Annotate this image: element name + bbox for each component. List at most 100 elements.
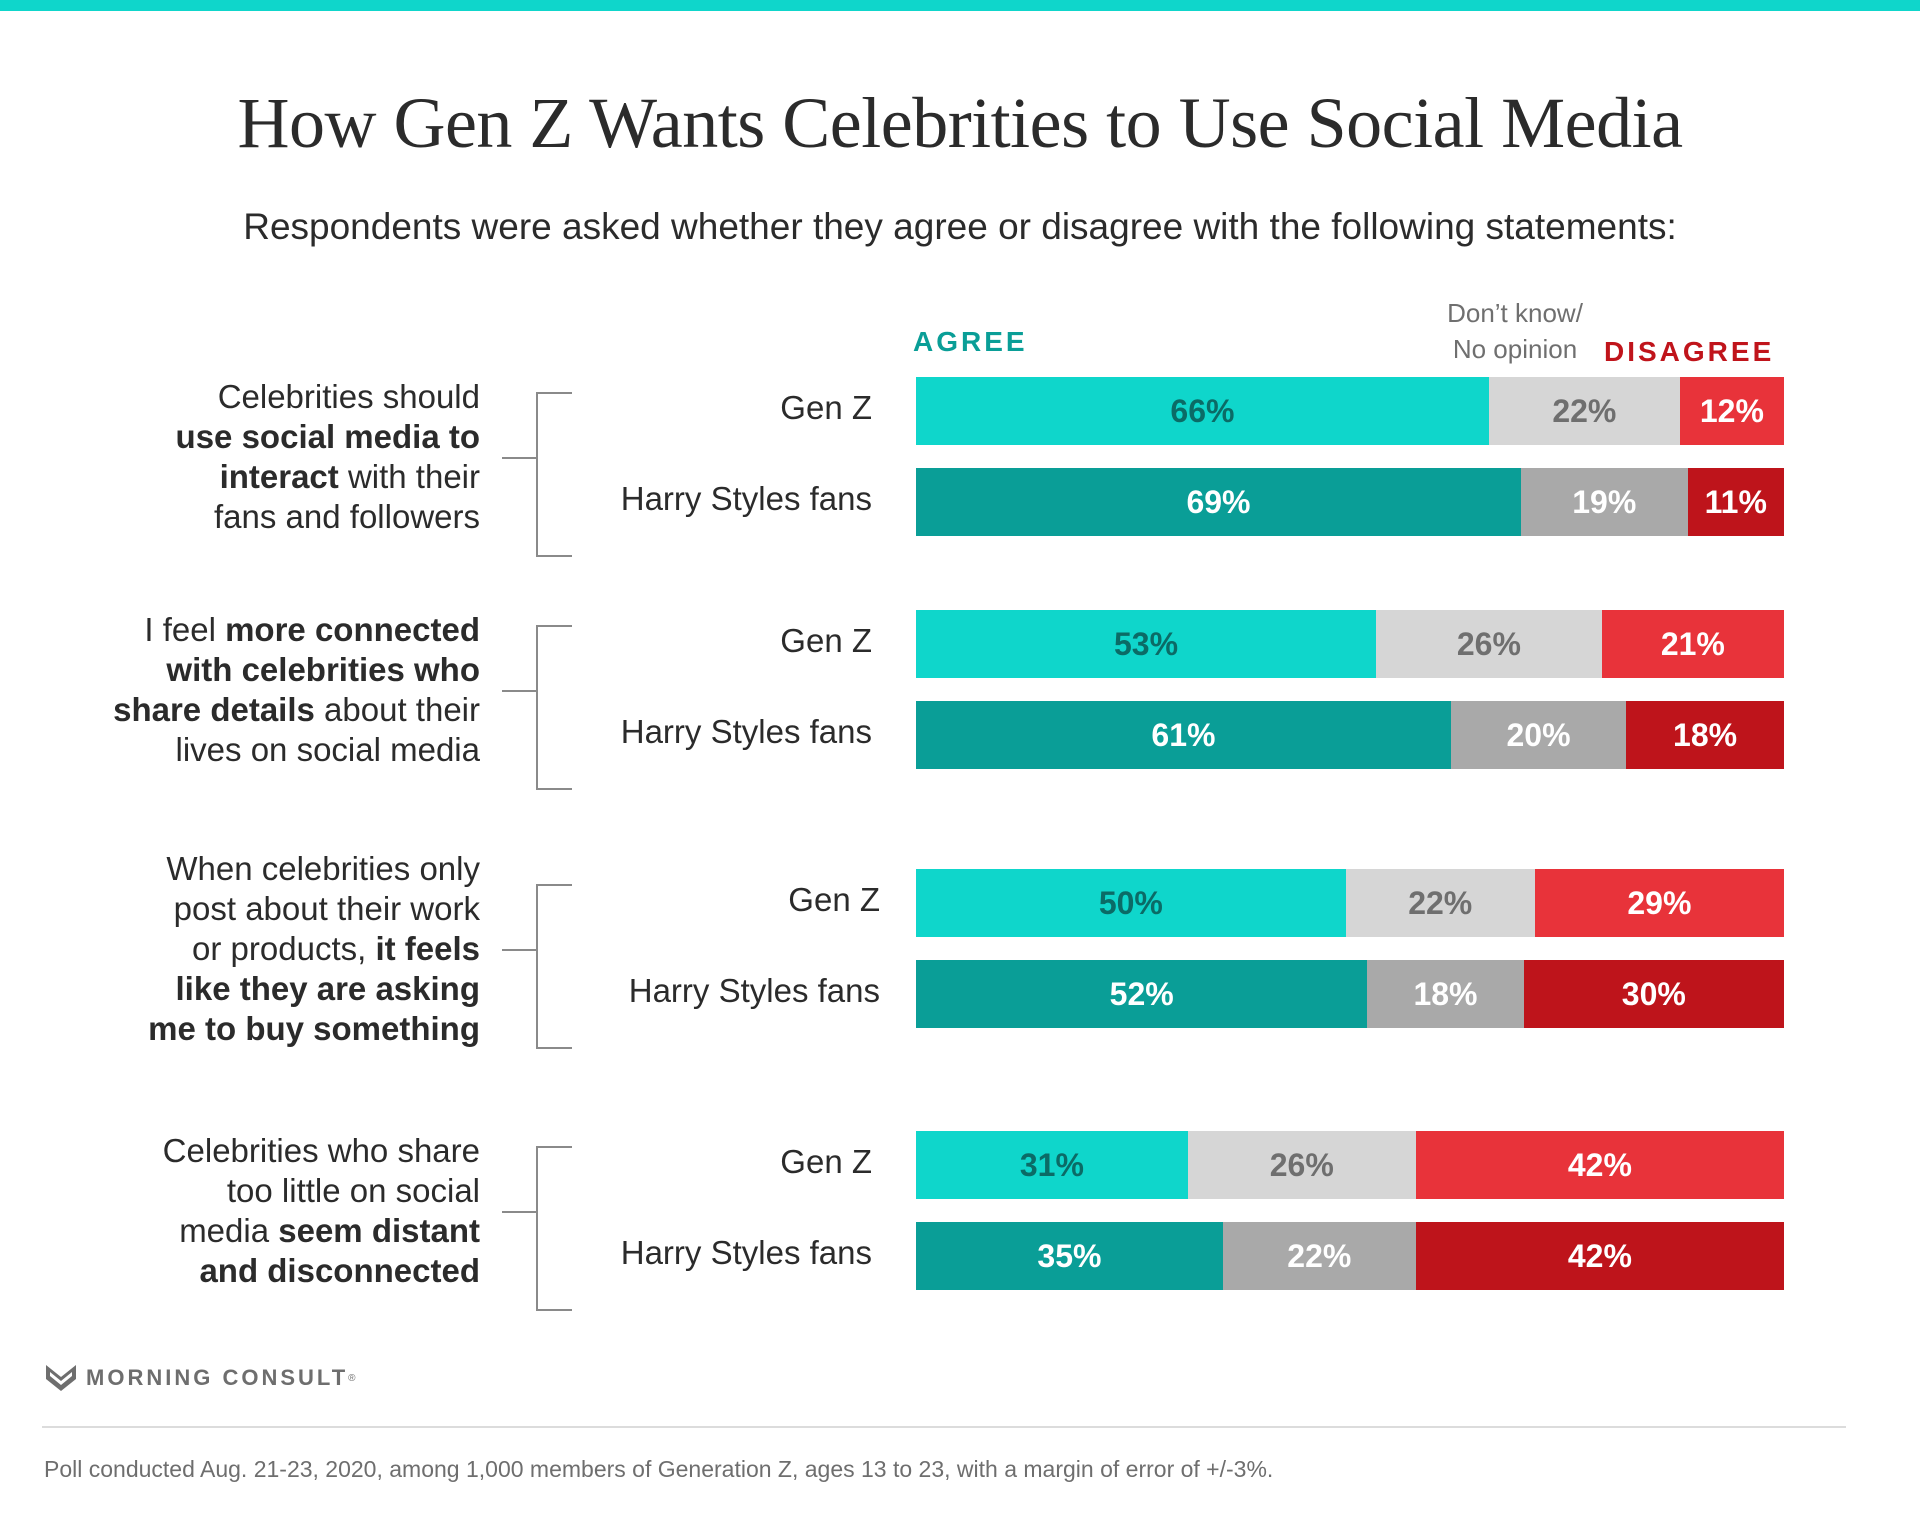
bar-segment-disagree: 42%	[1415, 1222, 1784, 1290]
statement-label: I feel more connected with celebrities wh…	[40, 610, 480, 770]
statement-line: When celebrities only	[40, 849, 480, 889]
bar-segment-no-opinion: 20%	[1450, 701, 1627, 769]
bar-value-label: 61%	[1151, 716, 1216, 753]
row-label-harry-styles-fans: Harry Styles fans	[620, 1234, 872, 1271]
bar-segment-no-opinion: 19%	[1520, 468, 1688, 536]
chart-subtitle: Respondents were asked whether they agre…	[243, 206, 1677, 247]
statement-text: with their	[338, 457, 480, 495]
statement-label: Celebrities who share too little on socia…	[40, 1131, 480, 1291]
stacked-bar: 52% 18% 30%	[916, 960, 1784, 1028]
row-label-harry-styles-fans: Harry Styles fans	[620, 713, 872, 750]
legend-agree: AGREE	[913, 326, 1028, 357]
bar-value-label: 19%	[1572, 483, 1637, 520]
statement-line: like they are asking	[40, 969, 481, 1009]
bracket-connector	[502, 689, 536, 692]
legend-dont-know: Don’t know/ No opinion	[1400, 295, 1630, 367]
bar-value-label: 35%	[1037, 1237, 1102, 1274]
statement-text: post about their work	[173, 889, 480, 927]
bar-value-label: 22%	[1408, 884, 1473, 921]
chart-title: How Gen Z Wants Celebrities to Use Socia…	[237, 83, 1683, 163]
row-label-harry-styles-fans: Harry Styles fans	[628, 972, 880, 1009]
footnote: Poll conducted Aug. 21-23, 2020, among 1…	[44, 1456, 1274, 1482]
bar-segment-no-opinion: 22%	[1345, 869, 1535, 937]
bar-segment-no-opinion: 22%	[1488, 377, 1680, 445]
row-label-harry-styles-fans: Harry Styles fans	[620, 480, 872, 517]
logo-text: MORNING CONSULT	[86, 1365, 349, 1390]
bar-segment-agree: 31%	[916, 1131, 1188, 1199]
statement-line: and disconnected	[40, 1251, 480, 1291]
bar-value-label: 69%	[1186, 483, 1251, 520]
bar-segment-no-opinion: 26%	[1376, 610, 1602, 678]
bracket-connector	[502, 456, 536, 459]
bar-value-label: 50%	[1098, 884, 1163, 921]
bar-segment-agree: 52%	[916, 960, 1368, 1028]
stacked-bar: 35% 22% 42%	[916, 1222, 1784, 1290]
legend-dont-know-line2: No opinion	[1452, 334, 1578, 364]
bar-segment-no-opinion: 18%	[1367, 960, 1524, 1028]
statement-bold-text: me to buy something	[148, 1009, 480, 1047]
bracket-connector	[502, 1210, 536, 1213]
statement-bold-text: with celebrities who	[166, 650, 480, 688]
bar-segment-disagree: 12%	[1679, 377, 1784, 445]
bar-segment-agree: 66%	[916, 377, 1489, 445]
bar-segment-disagree: 29%	[1534, 869, 1784, 937]
footer-divider	[42, 1426, 1846, 1428]
bar-value-label: 42%	[1567, 1146, 1632, 1183]
accent-top-bar	[0, 0, 1920, 11]
bar-value-label: 30%	[1621, 975, 1686, 1012]
group-bracket	[536, 1146, 572, 1311]
stacked-bar: 61% 20% 18%	[916, 701, 1784, 769]
bar-value-label: 26%	[1456, 625, 1521, 662]
bar-segment-disagree: 21%	[1601, 610, 1784, 678]
statement-text: Celebrities who share	[162, 1131, 480, 1169]
statement-bold-text: interact	[219, 457, 339, 495]
row-label-gen-z: Gen Z	[780, 389, 872, 426]
statement-line: share details about their	[40, 690, 480, 730]
statement-text: lives on social media	[175, 730, 480, 768]
statement-text: media	[179, 1211, 279, 1249]
statement-text: or products,	[192, 929, 376, 967]
statement-line: interact with their	[40, 457, 480, 497]
statement-line: media seem distant	[40, 1211, 480, 1251]
bar-value-label: 18%	[1413, 975, 1478, 1012]
bar-segment-disagree: 42%	[1415, 1131, 1784, 1199]
bar-value-label: 26%	[1269, 1146, 1334, 1183]
statement-line: lives on social media	[40, 730, 480, 770]
statement-bold-text: it feels	[375, 929, 480, 967]
statement-label: When celebrities only post about their wo…	[40, 849, 480, 1049]
statement-line: fans and followers	[40, 497, 480, 537]
statement-bold-text: like they are asking	[175, 969, 481, 1007]
morning-consult-logo: MORNING CONSULT ®	[46, 1365, 356, 1391]
row-label-gen-z: Gen Z	[780, 1143, 872, 1180]
stacked-bar: 31% 26% 42%	[916, 1131, 1784, 1199]
registered-mark: ®	[348, 1372, 356, 1384]
statement-text: Celebrities should	[217, 377, 480, 415]
legend-disagree: DISAGREE	[1604, 336, 1775, 367]
statement-label: Celebrities should use social media to int…	[40, 377, 480, 537]
statement-bold-text: seem distant	[278, 1211, 480, 1249]
bar-value-label: 29%	[1627, 884, 1692, 921]
bracket-connector	[502, 948, 536, 951]
statement-line: or products, it feels	[40, 929, 480, 969]
group-bracket	[536, 625, 572, 790]
bar-value-label: 18%	[1673, 716, 1738, 753]
bar-segment-disagree: 11%	[1687, 468, 1784, 536]
statement-line: Celebrities who share	[40, 1131, 480, 1171]
bar-value-label: 22%	[1552, 392, 1617, 429]
statement-line: too little on social	[40, 1171, 480, 1211]
statement-text: too little on social	[226, 1171, 480, 1209]
stacked-bar: 53% 26% 21%	[916, 610, 1784, 678]
bar-segment-agree: 61%	[916, 701, 1451, 769]
bar-segment-agree: 69%	[916, 468, 1521, 536]
statement-line: use social media to	[40, 417, 480, 457]
statement-line: I feel more connected	[40, 610, 480, 650]
group-bracket	[536, 392, 572, 557]
statement-bold-text: and disconnected	[199, 1251, 480, 1289]
stacked-bar: 69% 19% 11%	[916, 468, 1784, 536]
statement-text: I feel	[144, 610, 226, 648]
bar-segment-agree: 50%	[916, 869, 1346, 937]
statement-text: fans and followers	[214, 497, 480, 535]
bar-segment-no-opinion: 26%	[1187, 1131, 1416, 1199]
statement-text: When celebrities only	[166, 849, 480, 887]
bar-value-label: 20%	[1506, 716, 1571, 753]
